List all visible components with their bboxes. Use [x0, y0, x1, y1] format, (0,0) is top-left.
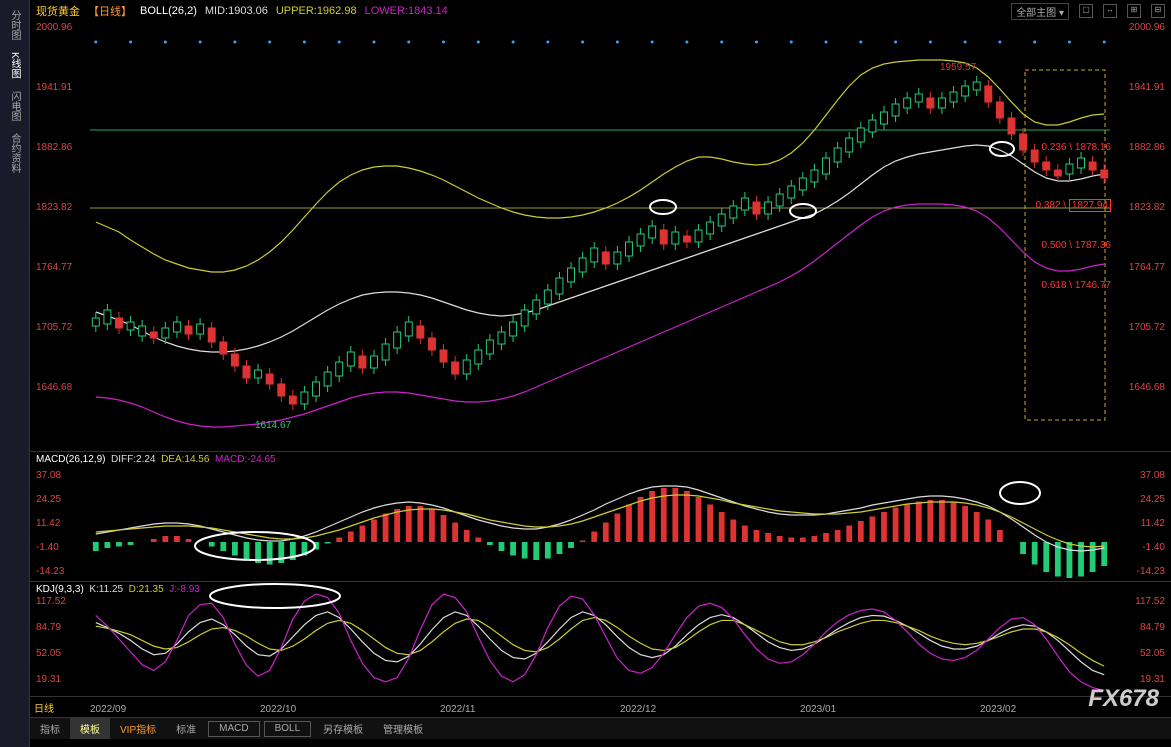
bottom-tabs: 指标 模板 VIP指标 标准 MACD BOLL 另存模板 管理模板 — [30, 717, 1171, 739]
tab-save-template[interactable]: 另存模板 — [313, 718, 373, 739]
top-bar: 现货黄金 【日线】 BOLL(26,2) MID:1903.06 UPPER:1… — [30, 0, 1171, 22]
nav-item-flash[interactable]: 闪电图 — [7, 85, 22, 127]
time-axis: 日线 2022/092022/102022/112022/122023/0120… — [30, 697, 1171, 717]
kdj-panel[interactable]: KDJ(9,3,3) K:11.25 D:21.35 J:-8.93 117.5… — [30, 582, 1171, 697]
nav-item-contract[interactable]: 合约资料 — [7, 127, 22, 179]
boll-upper: UPPER:1962.98 — [276, 5, 357, 17]
boll-lower: LOWER:1843.14 — [365, 5, 448, 17]
tab-indicator[interactable]: 指标 — [30, 718, 70, 739]
boll-indicator: BOLL(26,2) — [140, 5, 197, 17]
boll-mid: MID:1903.06 — [205, 5, 268, 17]
symbol: 现货黄金 — [36, 3, 80, 19]
macd-header: MACD(26,12,9) DIFF:2.24 DEA:14.56 MACD:-… — [36, 454, 276, 465]
timeframe-label: 日线 — [34, 700, 54, 715]
timeframe: 【日线】 — [88, 3, 132, 19]
kdj-header: KDJ(9,3,3) K:11.25 D:21.35 J:-8.93 — [36, 584, 200, 595]
tool-icon[interactable]: ⊟ — [1151, 4, 1165, 18]
nav-item-kline[interactable]: K线图 — [7, 46, 22, 85]
tool-icon[interactable]: ▢ — [1079, 4, 1093, 18]
theme-dropdown[interactable]: 全部主图 ▾ — [1011, 3, 1069, 20]
tool-icon[interactable]: ⊞ — [1127, 4, 1141, 18]
tab-standard[interactable]: 标准 — [166, 718, 206, 739]
tab-boll[interactable]: BOLL — [264, 721, 312, 737]
left-nav: 分时图 K线图 闪电图 合约资料 — [0, 0, 30, 747]
macd-panel[interactable]: MACD(26,12,9) DIFF:2.24 DEA:14.56 MACD:-… — [30, 452, 1171, 582]
tab-template[interactable]: 模板 — [70, 718, 110, 739]
tool-icon[interactable]: ↔ — [1103, 4, 1117, 18]
tab-macd[interactable]: MACD — [208, 721, 259, 737]
tab-manage-template[interactable]: 管理模板 — [373, 718, 433, 739]
tab-vip[interactable]: VIP指标 — [110, 718, 166, 739]
main-chart[interactable]: 2000.961941.911882.861823.821764.771705.… — [30, 22, 1171, 452]
nav-item-time[interactable]: 分时图 — [7, 4, 22, 46]
